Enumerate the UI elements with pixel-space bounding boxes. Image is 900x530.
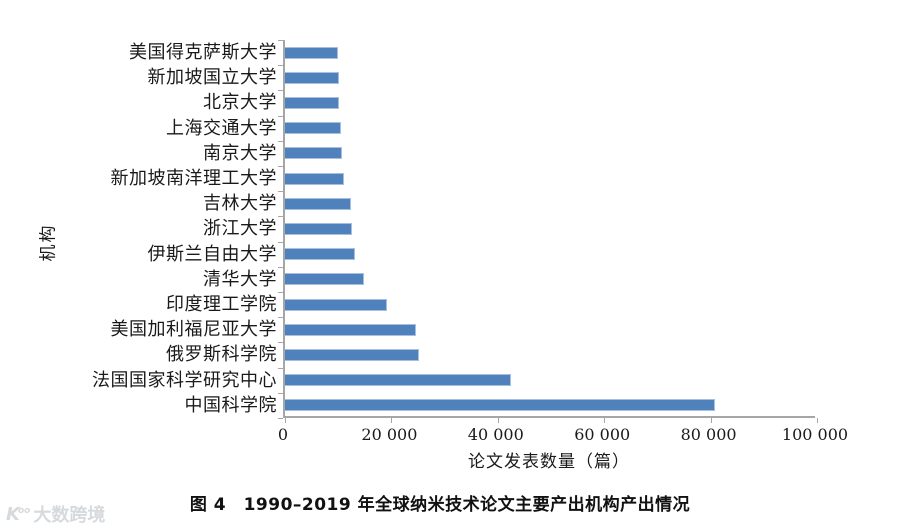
x-tick-mark — [285, 418, 286, 423]
category-label: 美国加利福尼亚大学 — [110, 319, 277, 341]
bar — [285, 97, 339, 109]
bar — [285, 71, 339, 84]
category-label: 清华大学 — [203, 268, 277, 290]
bar — [285, 223, 353, 235]
plot-area — [278, 40, 818, 423]
category-label: 上海交通大学 — [166, 117, 277, 139]
category-label: 新加坡南洋理工大学 — [110, 168, 277, 189]
figure-caption: 图 4 1990–2019 年全球纳米技术论文主要产出机构产出情况 — [189, 495, 691, 515]
x-tick-mark — [604, 418, 606, 423]
category-label: 南京大学 — [203, 142, 277, 164]
category-label: 浙江大学 — [203, 218, 277, 240]
x-tick-label: 60 000 — [574, 425, 631, 444]
bar — [285, 197, 351, 210]
y-tick-mark — [278, 367, 283, 369]
y-tick-mark — [278, 292, 283, 293]
x-tick-mark — [391, 418, 393, 423]
bar — [285, 122, 341, 135]
y-tick-mark — [278, 216, 283, 218]
watermark: Koo 大数跨境 — [6, 501, 105, 527]
y-tick-mark — [278, 90, 283, 92]
y-tick-mark — [278, 342, 283, 344]
x-tick-label: 80 000 — [680, 425, 737, 444]
category-label: 中国科学院 — [184, 394, 277, 416]
bar — [285, 298, 388, 311]
y-tick-mark — [278, 392, 283, 394]
bar — [285, 147, 342, 160]
bar — [285, 172, 345, 185]
x-tick-label: 100 000 — [781, 425, 849, 444]
bar — [285, 46, 338, 59]
bar — [285, 374, 511, 387]
category-label: 北京大学 — [203, 92, 277, 114]
bar — [285, 399, 715, 412]
y-tick-mark — [278, 191, 283, 193]
category-label: 吉林大学 — [203, 193, 277, 215]
category-label: 印度理工学院 — [166, 294, 277, 315]
x-tick-label: 0 — [277, 425, 289, 444]
y-tick-mark — [278, 266, 283, 268]
category-label-column: 美国得克萨斯大学新加坡国立大学北京大学上海交通大学南京大学新加坡南洋理工大学吉林… — [0, 40, 277, 418]
bar — [285, 349, 420, 361]
category-label: 新加坡国立大学 — [147, 67, 277, 89]
watermark-label: 大数跨境 — [33, 505, 106, 526]
y-tick-mark — [278, 317, 283, 319]
category-label: 伊斯兰自由大学 — [147, 243, 277, 265]
bar — [285, 273, 364, 286]
y-tick-mark — [278, 140, 283, 142]
y-tick-mark — [278, 40, 283, 41]
y-tick-mark — [278, 65, 283, 67]
x-tick-label: 40 000 — [467, 425, 524, 444]
watermark-logo-icon: Koo — [6, 503, 31, 525]
bar — [285, 323, 417, 336]
category-label: 法国国家科学研究中心 — [92, 369, 277, 391]
category-label: 美国得克萨斯大学 — [129, 42, 277, 63]
bar — [285, 248, 356, 261]
x-axis-title: 论文发表数量（篇） — [468, 452, 630, 472]
x-tick-mark — [817, 418, 818, 423]
category-label: 俄罗斯科学院 — [166, 344, 277, 366]
y-tick-mark — [278, 166, 283, 167]
x-tick-label: 20 000 — [361, 425, 418, 444]
y-tick-mark — [278, 115, 283, 117]
x-tick-mark — [497, 418, 499, 423]
y-tick-mark — [278, 241, 283, 243]
x-tick-mark — [710, 418, 712, 423]
y-tick-mark — [278, 418, 283, 419]
